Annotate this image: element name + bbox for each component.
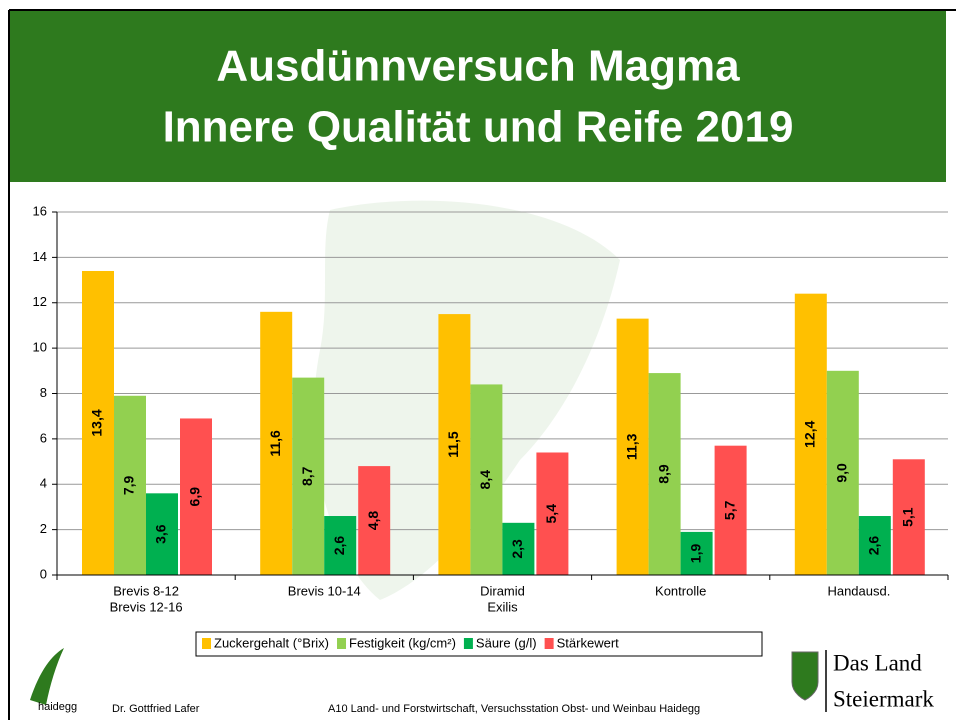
y-tick-label: 16	[33, 203, 47, 218]
y-tick-label: 12	[33, 294, 47, 309]
value-label: 13,4	[89, 409, 105, 436]
bar	[438, 314, 471, 575]
title-line: Innere Qualität und Reife 2019	[163, 103, 794, 152]
bar	[858, 516, 891, 575]
legend-label: Säure (g/l)	[476, 635, 537, 650]
bar	[82, 270, 114, 575]
bar	[680, 531, 713, 575]
title-line: Ausdünnversuch Magma	[216, 42, 740, 91]
value-label: 8,9	[655, 464, 671, 484]
x-tick-label: Diramid	[480, 583, 525, 598]
bar	[292, 377, 325, 575]
legend-box	[195, 631, 763, 657]
value-label: 2,3	[509, 539, 525, 559]
y-tick-label: 2	[40, 521, 47, 536]
y-tick-label: 14	[33, 249, 47, 264]
x-tick-label: Kontrolle	[655, 583, 706, 598]
value-label: 2,6	[331, 536, 347, 556]
logo-mark	[30, 648, 64, 705]
footer-author: Dr. Gottfried Lafer	[112, 703, 200, 715]
bar	[536, 452, 569, 575]
bar	[146, 493, 178, 575]
legend-label: Stärkewert	[557, 635, 620, 650]
value-label: 11,3	[623, 433, 639, 460]
value-label: 12,4	[802, 421, 818, 448]
value-label: 8,4	[477, 470, 493, 490]
value-label: 7,9	[121, 475, 137, 495]
value-label: 5,1	[900, 507, 916, 527]
bar	[648, 373, 681, 575]
bar	[260, 311, 293, 575]
x-tick-label: Handausd.	[827, 583, 890, 598]
bar	[892, 459, 925, 575]
bar	[616, 318, 649, 575]
x-tick-label: Brevis 10-14	[288, 583, 361, 598]
legend-swatch	[544, 638, 554, 649]
value-label: 8,7	[299, 466, 315, 486]
x-tick-label: Exilis	[487, 599, 518, 614]
footer-logo: haidegg	[38, 701, 77, 713]
value-label: 5,4	[543, 504, 559, 524]
title-band	[9, 10, 946, 182]
bar	[794, 293, 827, 575]
value-label: 11,6	[267, 430, 283, 457]
value-label: 11,5	[445, 431, 461, 458]
bar	[470, 384, 503, 575]
legend-label: Zuckergehalt (°Brix)	[214, 635, 329, 650]
value-label: 2,6	[866, 536, 882, 556]
y-tick-label: 8	[40, 385, 47, 400]
value-label: 3,6	[153, 524, 169, 544]
y-tick-label: 4	[40, 476, 47, 491]
value-label: 6,9	[187, 487, 203, 507]
y-tick-label: 0	[40, 566, 47, 581]
y-tick-label: 6	[40, 430, 47, 445]
bar	[324, 516, 357, 575]
bar	[114, 395, 146, 575]
value-label: 9,0	[834, 463, 850, 483]
value-label: 1,9	[687, 544, 703, 564]
legend-swatch	[463, 638, 473, 649]
x-tick-label: Brevis 8-12	[113, 583, 179, 598]
brand-line: Steiermark	[833, 686, 934, 711]
coat-of-arms	[791, 651, 819, 701]
bar	[826, 370, 859, 575]
x-tick-label: Brevis 12-16	[110, 599, 183, 614]
value-label: 4,8	[365, 511, 381, 531]
legend-label: Festigkeit (kg/cm²)	[349, 635, 456, 650]
bar	[358, 466, 391, 575]
value-label: 5,7	[721, 500, 737, 520]
bar	[180, 418, 212, 575]
bar	[502, 522, 535, 575]
bar	[714, 445, 747, 575]
brand-line: Das Land	[833, 650, 922, 675]
legend-swatch	[202, 638, 211, 649]
y-tick-label: 10	[33, 340, 47, 355]
footer-institution: A10 Land- und Forstwirtschaft, Versuchss…	[328, 703, 700, 715]
legend-swatch	[337, 638, 347, 649]
